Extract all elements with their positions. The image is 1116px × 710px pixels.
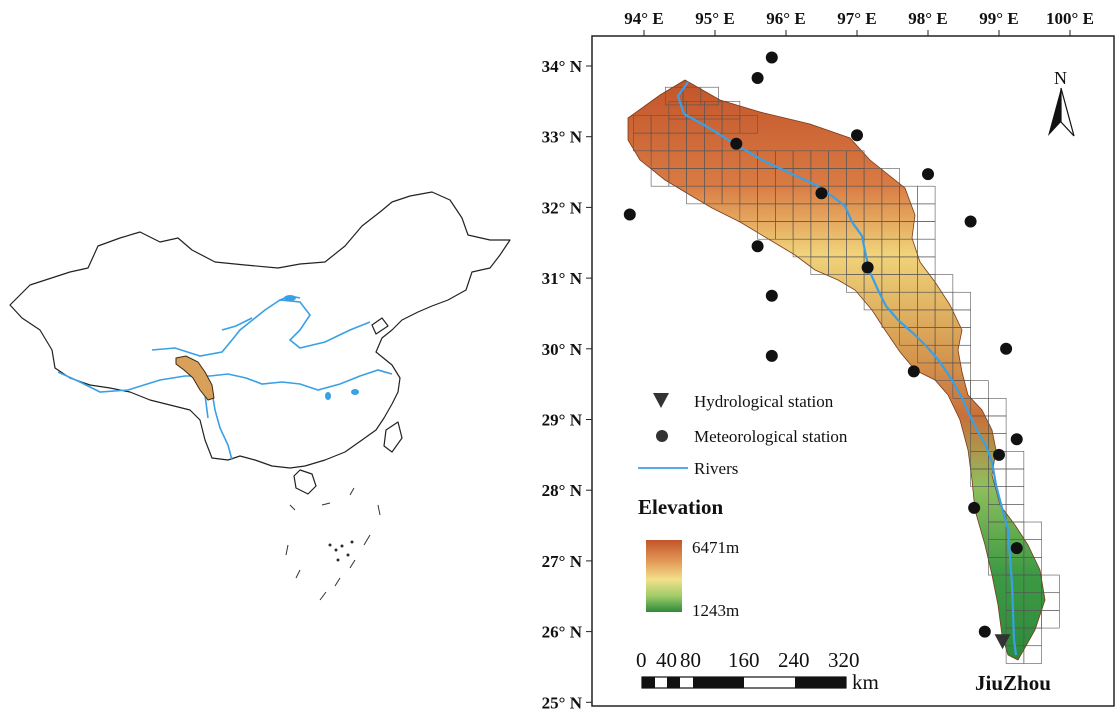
lake-icon xyxy=(351,389,359,395)
grid-cell xyxy=(952,291,971,311)
meteorological-station-marker xyxy=(765,349,778,362)
hydrological-station-marker xyxy=(994,634,1011,650)
lon-tick-label: 96° E xyxy=(766,9,805,28)
meteorological-station-marker xyxy=(978,625,991,638)
lake-icon xyxy=(284,295,296,301)
circle-icon xyxy=(656,430,668,442)
grid-cell xyxy=(1041,610,1060,629)
lat-tick-label: 31° N xyxy=(542,269,583,288)
meteorological-station-marker xyxy=(968,501,981,514)
meteorological-station-marker xyxy=(1010,433,1023,446)
meteorological-station-marker xyxy=(765,51,778,64)
south-china-sea-islands xyxy=(285,487,381,601)
elevation-title: Elevation xyxy=(638,495,723,519)
lon-tick-label: 100° E xyxy=(1046,9,1094,28)
basin-elevation-area xyxy=(627,79,1046,661)
scale-label-240: 240 xyxy=(778,648,810,672)
scale-label-320: 320 xyxy=(828,648,860,672)
grid-cell xyxy=(1023,521,1042,540)
scale-label-160: 160 xyxy=(728,648,760,672)
legend-meteorological-label: Meteorological station xyxy=(694,427,848,446)
grid-cell xyxy=(1005,451,1025,470)
meteorological-station-marker xyxy=(861,261,874,274)
meteorological-station-marker xyxy=(907,365,920,378)
grid-cell xyxy=(1005,486,1025,505)
grid-cell xyxy=(917,203,936,222)
meteorological-station-marker xyxy=(851,129,863,142)
basin-location-inset xyxy=(175,355,215,401)
meteorological-station-marker xyxy=(964,215,977,228)
lon-tick-label: 97° E xyxy=(837,9,876,28)
grid-cell xyxy=(917,185,936,205)
lat-tick-label: 30° N xyxy=(542,340,583,359)
station-name-label: JiuZhou xyxy=(975,671,1051,695)
legend: Hydrological station Meteorological stat… xyxy=(638,392,848,620)
north-arrow-icon: N xyxy=(1048,68,1075,137)
scale-label-40: 40 xyxy=(656,648,677,672)
scale-bar: 0 40 80 160 240 320 km xyxy=(636,648,879,694)
main-river xyxy=(676,81,1018,656)
meteorological-stations xyxy=(623,51,1023,638)
meteorological-station-marker xyxy=(751,72,764,85)
lat-tick-label: 25° N xyxy=(542,693,583,710)
lon-tick-label: 98° E xyxy=(908,9,947,28)
lat-tick-label: 34° N xyxy=(542,57,583,76)
latitude-ticks: 34° N 33° N 32° N 31° N 30° N 29° N 28° N 27° N… xyxy=(542,57,592,710)
meteorological-station-marker xyxy=(765,289,778,302)
grid-cell xyxy=(988,397,1007,417)
lat-tick-label: 33° N xyxy=(542,128,583,147)
longitude-ticks: 94° E 95° E 96° E 97° E 98° E 99° E 100° E xyxy=(624,9,1094,36)
meteorological-station-marker xyxy=(1000,342,1013,355)
elevation-min-label: 1243m xyxy=(692,601,739,620)
lake-icon xyxy=(325,392,331,400)
china-outline xyxy=(9,191,511,495)
lon-tick-label: 95° E xyxy=(695,9,734,28)
meteorological-station-marker xyxy=(815,187,828,200)
lon-tick-label: 94° E xyxy=(624,9,663,28)
meteorological-station-marker xyxy=(730,137,743,150)
legend-rivers-label: Rivers xyxy=(694,459,738,478)
lon-tick-label: 99° E xyxy=(979,9,1018,28)
meteorological-station-marker xyxy=(1010,542,1023,555)
grid-cell xyxy=(1041,574,1060,594)
map-frame xyxy=(591,35,1115,707)
north-label: N xyxy=(1054,68,1067,88)
lat-tick-label: 28° N xyxy=(542,481,583,500)
china-rivers xyxy=(57,295,393,461)
grid-cell xyxy=(970,380,989,399)
meteorological-station-marker xyxy=(993,448,1005,461)
china-overview-map xyxy=(9,191,511,601)
grid-cells xyxy=(633,86,1060,664)
meteorological-station-marker xyxy=(623,208,636,221)
grid-cell xyxy=(721,101,741,120)
scale-label-80: 80 xyxy=(680,648,701,672)
meteorological-station-marker xyxy=(922,168,934,181)
lat-tick-label: 27° N xyxy=(542,552,583,571)
legend-hydrological-label: Hydrological station xyxy=(694,392,834,411)
elevation-color-ramp xyxy=(646,540,682,612)
grid-cell xyxy=(917,221,936,240)
triangle-down-icon xyxy=(653,393,669,408)
scale-label-0: 0 xyxy=(636,648,647,672)
elevation-max-label: 6471m xyxy=(692,538,739,557)
lat-tick-label: 29° N xyxy=(542,411,583,430)
grid-cell xyxy=(700,86,719,106)
grid-cell xyxy=(1023,645,1042,664)
grid-cell xyxy=(917,238,936,258)
grid-cell xyxy=(1005,468,1025,487)
scale-unit: km xyxy=(852,670,879,694)
meteorological-station-marker xyxy=(751,240,764,253)
lat-tick-label: 32° N xyxy=(542,198,583,217)
lat-tick-label: 26° N xyxy=(542,623,583,642)
grid-cell xyxy=(739,115,758,134)
